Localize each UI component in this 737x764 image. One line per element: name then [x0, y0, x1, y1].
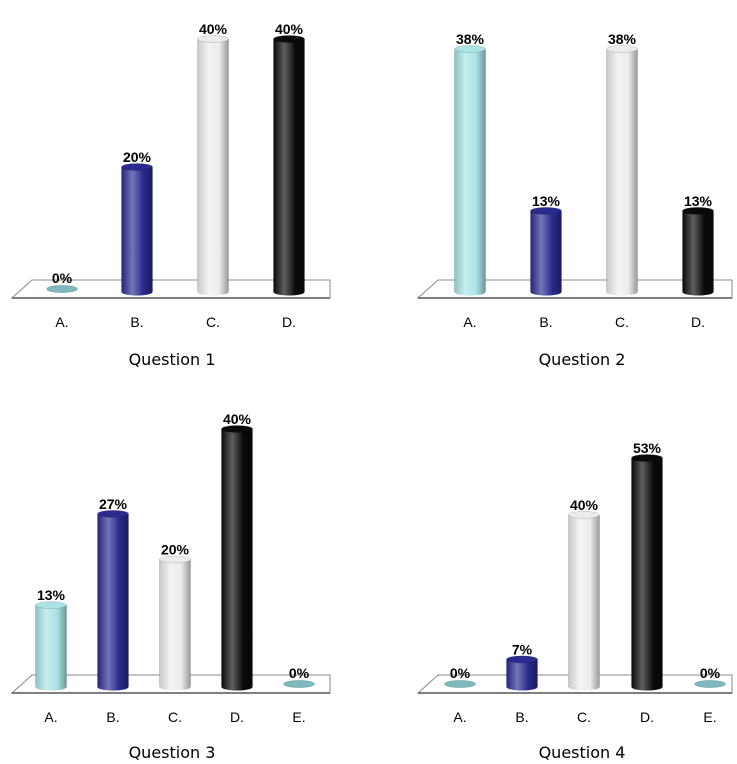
bar-b [97, 513, 129, 688]
bar-top [159, 555, 191, 564]
bar-top [568, 511, 600, 519]
bar-c [606, 48, 638, 293]
category-label: A. [453, 709, 466, 725]
chart-question-1: Question 1 0% A. 20% B. 40% C. 40% D. [10, 21, 331, 369]
data-label: 0% [52, 270, 73, 286]
data-label: 38% [608, 31, 637, 47]
chart-title: Question 3 [129, 743, 216, 762]
bar-c [568, 514, 600, 688]
bar-base [568, 683, 600, 691]
category-label: D. [282, 314, 296, 330]
bar-top [682, 207, 714, 215]
data-label: 13% [37, 587, 66, 603]
data-label: 40% [570, 497, 599, 513]
chart-question-2: Question 2 38% A. 13% B. 38% C. 13% D. [416, 31, 733, 369]
category-label: E. [703, 709, 716, 725]
data-label: 13% [684, 193, 713, 209]
category-label: A. [463, 314, 476, 330]
bar-b [506, 659, 538, 688]
data-label: 27% [99, 496, 128, 512]
category-label: C. [577, 709, 591, 725]
bar-base [97, 683, 129, 691]
bar-top [221, 425, 253, 433]
chart-title: Question 2 [539, 350, 626, 369]
bar-e-empty [694, 680, 726, 688]
category-label: E. [292, 709, 305, 725]
category-label: B. [106, 709, 119, 725]
bar-a-empty [444, 680, 476, 688]
bar-top [197, 35, 229, 43]
chart-question-3: Question 3 13% A. 27% B. 20% C. 40% D. 0% E. [10, 411, 331, 762]
bar-d [682, 210, 714, 293]
category-label: D. [640, 709, 654, 725]
bar-d [221, 428, 253, 688]
bar-b [530, 210, 562, 293]
bar-top [631, 454, 663, 462]
data-label: 13% [532, 193, 561, 209]
bar-a [454, 48, 486, 293]
bar-base [454, 288, 486, 296]
bar-base [506, 683, 538, 691]
chart-title: Question 4 [539, 743, 626, 762]
category-label: B. [130, 314, 143, 330]
data-label: 0% [289, 665, 310, 681]
data-label: 53% [633, 440, 662, 456]
category-label: B. [539, 314, 552, 330]
bar-base [197, 288, 229, 296]
category-label: A. [44, 709, 57, 725]
data-label: 40% [199, 21, 228, 37]
category-label: C. [168, 709, 182, 725]
bar-base [159, 683, 191, 691]
bar-base [121, 288, 153, 296]
bar-top [506, 655, 538, 664]
data-label: 40% [223, 411, 252, 427]
category-label: A. [55, 314, 68, 330]
bar-base [273, 288, 305, 296]
chart-title: Question 1 [129, 350, 216, 369]
data-label: 7% [512, 641, 533, 657]
category-label: B. [515, 709, 528, 725]
data-label: 40% [275, 21, 304, 37]
bar-base [35, 683, 67, 691]
category-label: C. [615, 314, 629, 330]
bar-top [121, 163, 153, 171]
data-label: 20% [123, 149, 152, 165]
data-label: 20% [161, 542, 190, 558]
bar-base [606, 288, 638, 296]
category-label: C. [206, 314, 220, 330]
bar-top [273, 35, 305, 43]
bar-base [682, 288, 714, 296]
bar-base [221, 683, 253, 691]
category-label: D. [691, 314, 705, 330]
bar-top [606, 45, 638, 53]
bar-top [97, 510, 129, 518]
bar-top [454, 45, 486, 53]
category-label: D. [230, 709, 244, 725]
bar-c [159, 559, 191, 688]
chart-question-4: Question 4 0% A. 7% B. 40% C. 53% D. 0% E. [416, 440, 733, 762]
bar-d [273, 38, 305, 293]
bar-top [530, 207, 562, 215]
bar-e-empty [283, 680, 315, 688]
bar-a-empty [46, 285, 78, 293]
bar-top [35, 601, 67, 609]
bar-a [35, 604, 67, 688]
data-label: 0% [700, 665, 721, 681]
data-label: 0% [450, 665, 471, 681]
bar-base [631, 683, 663, 691]
bar-b [121, 166, 153, 293]
bar-c [197, 38, 229, 293]
data-label: 38% [456, 31, 485, 47]
bar-d [631, 457, 663, 688]
bar-base [530, 288, 562, 296]
